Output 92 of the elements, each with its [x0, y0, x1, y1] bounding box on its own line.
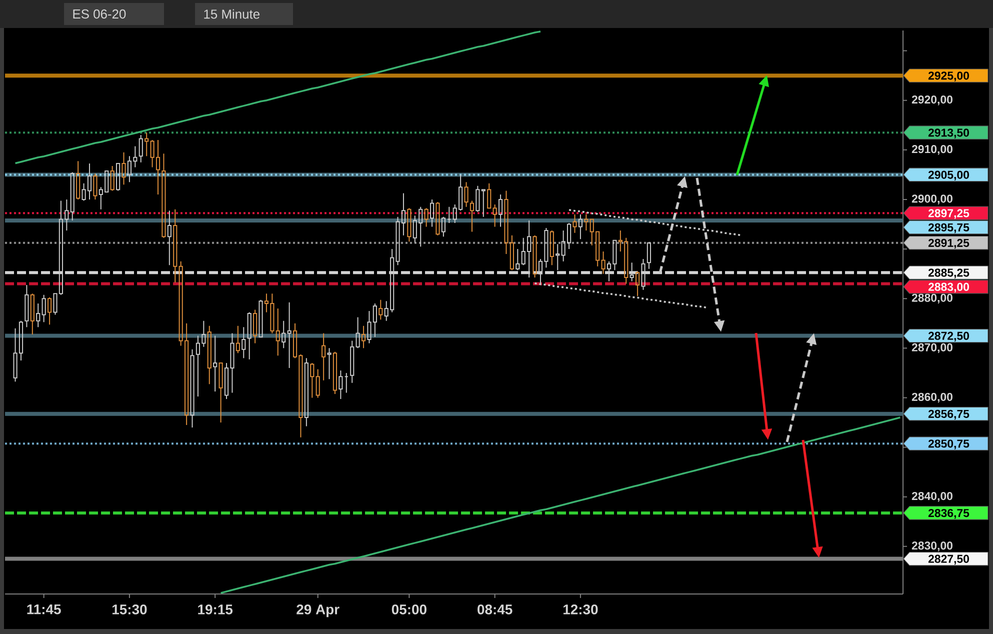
candlestick	[207, 325, 212, 385]
candlestick	[492, 204, 497, 228]
candlestick	[93, 172, 98, 200]
y-tick-label: 2880,00	[912, 294, 952, 304]
x-tick-label: 19:15	[198, 604, 233, 614]
candlestick	[42, 294, 46, 323]
ref-line-label: 2872,50	[928, 332, 969, 342]
candlestick	[247, 312, 252, 360]
candlestick	[258, 299, 263, 338]
candlestick	[322, 332, 326, 381]
chart-subtitle: 15 Minute	[204, 9, 260, 19]
candlestick	[464, 182, 468, 208]
y-tick-label: 2860,00	[912, 392, 952, 403]
x-tick-label: 08:45	[478, 604, 512, 614]
candlestick	[338, 370, 343, 400]
candlestick	[356, 316, 360, 349]
y-tick-label: 2910,00	[912, 145, 952, 155]
ref-line-label: 2856,75	[928, 410, 970, 420]
ref-line-label: 2885,25	[928, 268, 970, 278]
candlestick	[481, 189, 486, 218]
candlestick	[447, 206, 452, 224]
candlestick	[572, 214, 577, 234]
y-tick-label: 2900,00	[912, 194, 952, 204]
candlestick	[47, 296, 52, 326]
x-tick-label: 15:30	[112, 604, 147, 614]
candlestick	[407, 208, 412, 242]
chart-title: ES 06-20	[73, 9, 126, 19]
ref-line-label: 2905,00	[928, 170, 969, 180]
candlestick	[430, 198, 434, 228]
candlestick	[276, 308, 280, 356]
candlestick	[344, 372, 348, 394]
x-tick-label: 05:00	[392, 604, 426, 614]
x-tick-label: 29 Apr	[296, 604, 340, 618]
ref-line-label: 2836,75	[928, 508, 970, 519]
candlestick	[470, 200, 474, 232]
candlestick	[190, 348, 194, 428]
ref-line-label: 2883,00	[928, 282, 969, 293]
candlestick	[378, 299, 383, 320]
candlestick	[310, 362, 314, 398]
candlestick	[498, 194, 503, 228]
candlestick	[584, 214, 588, 231]
candlestick	[487, 182, 492, 209]
candlestick	[441, 216, 446, 238]
candlestick	[242, 326, 246, 359]
candlestick	[287, 302, 292, 368]
candlestick	[436, 201, 440, 236]
candlestick	[110, 166, 114, 192]
candlestick	[550, 230, 554, 266]
candlestick	[76, 160, 80, 200]
candlestick	[122, 152, 126, 186]
candlestick	[327, 348, 332, 380]
candlestick	[361, 325, 366, 349]
candlestick	[532, 234, 537, 278]
candlestick	[476, 185, 480, 212]
x-tick-label: 12:30	[564, 604, 598, 614]
candlestick	[424, 208, 428, 228]
candlestick	[236, 325, 240, 354]
y-tick-label: 2920,00	[912, 95, 952, 106]
candlestick	[162, 153, 166, 238]
candlestick	[636, 270, 640, 297]
candlestick	[350, 340, 354, 384]
candlestick	[30, 293, 34, 336]
candlestick	[213, 335, 218, 392]
candlestick	[36, 303, 40, 328]
line-series	[14, 30, 542, 164]
candlestick	[138, 134, 143, 163]
x-tick-label: 11:45	[27, 604, 61, 614]
ref-line-label: 2895,75	[928, 223, 970, 234]
ref-line-label: 2925,00	[928, 72, 969, 82]
ref-line-label: 2913,50	[928, 128, 969, 138]
candlestick	[173, 208, 178, 283]
candlestick	[282, 320, 286, 349]
candlestick	[218, 362, 223, 424]
y-tick-label: 2830,00	[912, 542, 952, 552]
candlestick	[316, 368, 320, 398]
candlestick	[253, 309, 258, 344]
ref-line-label: 2891,25	[928, 238, 970, 249]
candlestick	[24, 284, 29, 328]
y-tick-label: 2840,00	[912, 492, 952, 502]
ref-line-label: 2850,75	[928, 440, 970, 450]
candlestick	[304, 358, 308, 427]
candlestick	[332, 351, 338, 395]
candlestick	[116, 163, 120, 192]
ref-line-label: 2897,25	[928, 209, 970, 219]
candlestick	[601, 251, 606, 274]
candlestick	[70, 172, 74, 222]
ref-line-label: 2827,50	[928, 554, 969, 565]
candlestick	[144, 132, 149, 157]
candlestick	[578, 214, 583, 240]
candlestick	[646, 242, 652, 270]
candlestick	[167, 210, 172, 266]
y-tick-label: 2870,00	[912, 343, 952, 354]
